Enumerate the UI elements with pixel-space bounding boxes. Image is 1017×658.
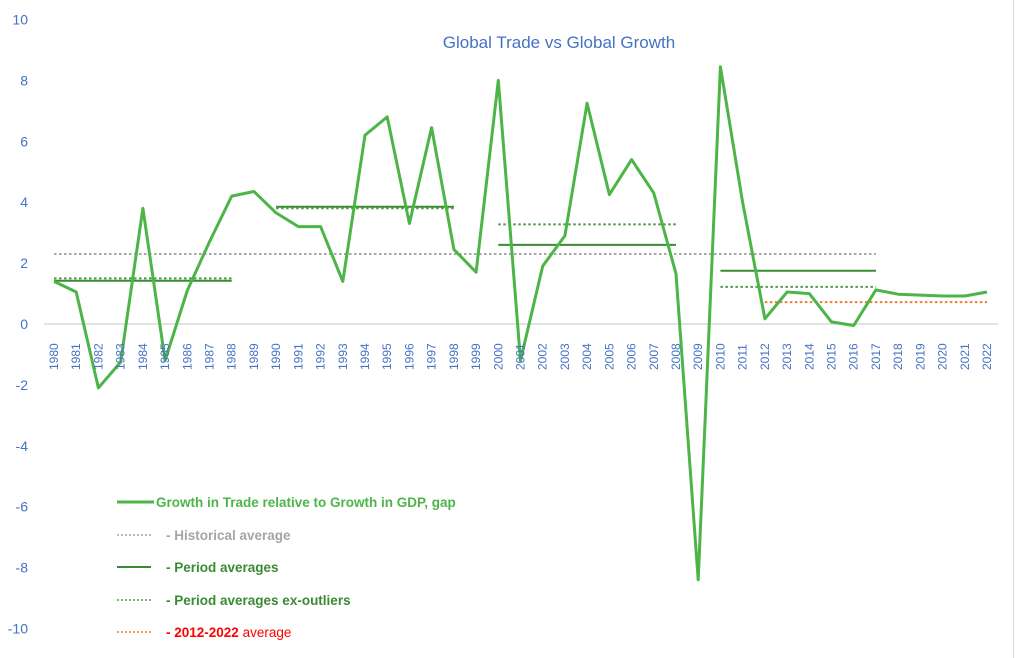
series-line-trade-gap [53,65,988,582]
x-tick-label: 2013 [780,343,794,370]
x-tick-label: 1994 [358,343,372,370]
y-tick-label: -8 [16,560,29,576]
x-tick-label: 1997 [425,343,439,370]
x-tick-label: 1992 [314,343,328,370]
x-tick-label: 2018 [891,343,905,370]
x-tick-label: 1987 [203,343,217,370]
x-tick-label: 1991 [291,343,305,370]
x-tick-label: 2011 [736,344,750,370]
x-tick-label: 1988 [225,343,239,370]
chart-border [1013,0,1014,658]
legend-label: Growth in Trade relative to Growth in GD… [156,495,456,510]
x-tick-label: 2004 [580,343,594,370]
x-tick-label: 2017 [869,343,883,370]
legend-item: Growth in Trade relative to Growth in GD… [117,495,456,510]
x-axis: 1980 1981 1982 1983 1984 1985 1986 1987 1988 1989… [47,343,994,370]
x-tick-label: 1996 [402,343,416,370]
x-tick-label: 2019 [913,343,927,370]
x-tick-label: 2014 [802,343,816,370]
y-tick-label: 6 [20,133,28,149]
legend-label: - Period averages [166,560,279,575]
x-tick-label: 1983 [114,343,128,370]
x-tick-label: 2002 [536,343,550,370]
y-tick-label: 4 [20,194,28,210]
x-tick-label: 1981 [69,343,83,370]
x-tick-label: 2000 [491,343,505,370]
x-tick-label: 1984 [136,343,150,370]
x-tick-label: 1989 [247,343,261,370]
reference-lines [54,205,987,304]
legend-item: - Period averages ex-outliers [117,593,351,608]
x-tick-label: 2008 [669,343,683,370]
x-tick-label: 2010 [713,343,727,370]
x-tick-label: 1980 [47,343,61,370]
y-tick-label: 8 [20,72,28,88]
y-tick-label: 0 [20,316,28,332]
x-tick-label: 2020 [936,343,950,370]
legend-label: - Historical average [166,528,291,543]
y-tick-label: -6 [16,499,29,515]
x-tick-label: 2022 [980,343,994,370]
legend: Growth in Trade relative to Growth in GD… [117,495,456,640]
x-tick-label: 1993 [336,343,350,370]
x-tick-label: 2001 [514,343,528,370]
legend-label: - 2012-2022 average [166,625,291,640]
y-tick-label: -4 [16,438,29,454]
x-tick-label: 1995 [380,343,394,370]
x-tick-label: 2005 [602,343,616,370]
x-tick-label: 2007 [647,343,661,370]
x-tick-label: 2016 [847,343,861,370]
y-tick-label: -10 [8,621,28,637]
legend-item: - 2012-2022 average [117,625,291,640]
legend-item: - Historical average [117,528,291,543]
y-tick-label: -2 [16,377,29,393]
legend-item: - Period averages [117,560,279,575]
y-axis: 10 8 6 4 2 0 -2 -4 -6 -8 -10 [8,12,28,637]
x-tick-label: 2003 [558,343,572,370]
y-tick-label: 10 [12,12,28,28]
x-tick-label: 2009 [691,343,705,370]
x-tick-label: 2006 [625,343,639,370]
x-tick-label: 1985 [158,343,172,370]
x-tick-label: 1998 [447,343,461,370]
x-tick-label: 1982 [91,343,105,370]
y-tick-label: 2 [20,255,28,271]
chart-title: Global Trade vs Global Growth [443,33,675,52]
x-tick-label: 1999 [469,343,483,370]
x-tick-label: 2021 [958,343,972,370]
x-tick-label: 1990 [269,343,283,370]
x-tick-label: 2015 [825,343,839,370]
x-tick-label: 1986 [180,343,194,370]
x-tick-label: 2012 [758,343,772,370]
legend-label: - Period averages ex-outliers [166,593,351,608]
